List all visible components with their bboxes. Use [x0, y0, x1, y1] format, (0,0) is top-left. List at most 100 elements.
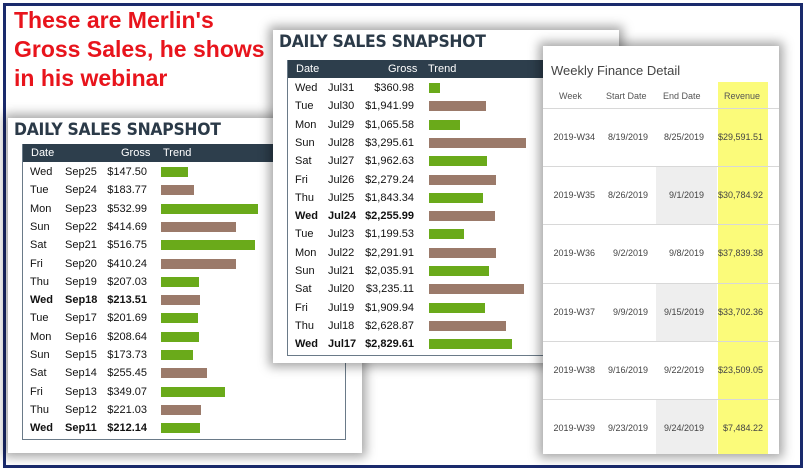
date-cell: Sep25 [65, 166, 97, 178]
date-cell: Sep18 [65, 294, 98, 307]
date-cell: Jul26 [328, 173, 355, 186]
gross-cell: $414.69 [107, 220, 147, 233]
table-row: Thu Jul18 $2,628.87 [288, 317, 608, 335]
trend-bar [161, 331, 199, 342]
row-divider [543, 399, 779, 400]
table-row: Sat Sep21 $516.75 [23, 236, 345, 254]
day-cell: Fri [295, 301, 308, 314]
caption-line: These are Merlin's [14, 7, 214, 33]
revenue-cell: $23,509.05 [717, 364, 763, 375]
table-row: Wed Sep25 $147.50 [23, 163, 345, 181]
day-cell: Sat [30, 367, 47, 380]
date-cell: Sep14 [65, 367, 97, 380]
table-row: Thu Sep19 $207.03 [23, 273, 345, 291]
end-date-cell: 8/25/2019 [663, 132, 704, 142]
revenue-cell: $30,784.92 [717, 190, 763, 201]
date-cell: Jul22 [328, 246, 355, 259]
date-cell: Jul27 [328, 155, 355, 168]
trend-bar [161, 221, 237, 232]
day-cell: Tue [30, 184, 49, 197]
end-date-cell: 9/24/2019 [663, 423, 704, 433]
gross-cell: $213.51 [107, 294, 147, 307]
gross-cell: $221.03 [107, 403, 147, 416]
table-row: Tue Sep17 $201.69 [23, 309, 345, 327]
trend-bar [429, 192, 484, 203]
row-divider [543, 224, 779, 226]
end-date-shade [656, 166, 717, 225]
table-row: Sun Sep22 $414.69 [23, 218, 345, 236]
table-row: Thu Sep12 $221.03 [23, 401, 345, 419]
day-cell: Fri [30, 257, 43, 270]
caption-line: in his webinar [14, 65, 168, 91]
day-cell: Wed [30, 422, 54, 435]
trend-bar [161, 185, 195, 196]
row-divider [543, 282, 779, 284]
day-cell: Wed [295, 82, 318, 94]
header-gross: Gross [121, 147, 151, 159]
start-date-cell: 9/23/2019 [607, 423, 648, 433]
table-row: Tue Jul30 $1,941.99 [288, 97, 608, 115]
date-cell: Sep24 [65, 184, 97, 197]
week-cell: 2019-W34 [553, 132, 595, 142]
header-start-date: Start Date [606, 91, 647, 101]
revenue-cell: $33,702.36 [717, 306, 763, 317]
panel-title: Weekly Finance Detail [551, 63, 681, 78]
header-trend: Trend [428, 63, 457, 75]
caption-line: Gross Sales, he shows [14, 36, 265, 62]
trend-bar [429, 211, 496, 222]
trend-bar [429, 119, 461, 130]
table-row: Tue Jul23 $1,199.53 [288, 225, 608, 243]
table-row: Fri Jul19 $1,909.94 [288, 299, 608, 317]
trend-bar [161, 203, 258, 214]
end-date-shade [656, 282, 717, 341]
table-row: Sat Jul27 $1,962.63 [288, 152, 608, 170]
day-cell: Mon [30, 202, 52, 215]
date-cell: Sep16 [65, 330, 97, 343]
trend-bar [429, 156, 487, 167]
table-row: Sat Sep14 $255.45 [23, 364, 345, 382]
start-date-cell: 9/2/2019 [612, 248, 648, 259]
day-cell: Tue [295, 100, 314, 113]
day-cell: Sun [30, 220, 50, 233]
gross-cell: $1,843.34 [365, 191, 414, 204]
row-divider [543, 166, 779, 168]
table-row: Sun Jul28 $3,295.61 [288, 134, 608, 152]
day-cell: Sat [30, 239, 47, 252]
date-cell: Jul23 [328, 228, 355, 241]
day-cell: Sat [295, 283, 312, 296]
day-cell: Fri [295, 173, 308, 186]
week-cell: 2019-W36 [553, 248, 595, 259]
date-cell: Jul24 [328, 210, 357, 223]
gross-cell: $410.24 [107, 257, 147, 270]
revenue-cell: $37,839.38 [717, 248, 763, 259]
date-cell: Sep19 [65, 275, 97, 288]
header-date: Date [31, 147, 55, 159]
trend-bar [161, 295, 200, 306]
gross-cell: $532.99 [107, 202, 147, 215]
gross-cell: $208.64 [107, 330, 147, 343]
trend-bar [161, 404, 202, 415]
date-cell: Sep12 [65, 403, 97, 416]
gross-cell: $212.14 [107, 422, 147, 435]
header-revenue: Revenue [724, 91, 761, 101]
panel-title: DAILY SALES SNAPSHOT [279, 32, 486, 52]
table-row: Fri Jul26 $2,279.24 [288, 171, 608, 189]
trend-bar [429, 174, 497, 185]
gross-cell: $2,035.91 [365, 265, 414, 277]
day-cell: Sat [295, 155, 312, 168]
trend-bar [161, 313, 198, 324]
start-date-cell: 9/9/2019 [612, 306, 648, 317]
daily-sales-table: Date Gross Trend Wed Jul31 $360.98 Tue Jul30… [287, 60, 609, 356]
trend-bar [429, 137, 526, 148]
table-row: Mon Jul29 $1,065.58 [288, 116, 608, 134]
day-cell: Mon [295, 118, 317, 131]
gross-cell: $360.98 [374, 82, 414, 94]
date-cell: Sep13 [65, 385, 97, 398]
row-divider [543, 340, 779, 342]
trend-bar [429, 247, 497, 258]
date-cell: Jul21 [328, 265, 355, 277]
table-row: Tue Sep24 $183.77 [23, 181, 345, 199]
weekly-finance-panel: Weekly Finance Detail Week Start Date En… [543, 46, 779, 454]
date-cell: Jul20 [328, 283, 355, 296]
table-row: Wed Sep11 $212.14 [23, 419, 345, 437]
